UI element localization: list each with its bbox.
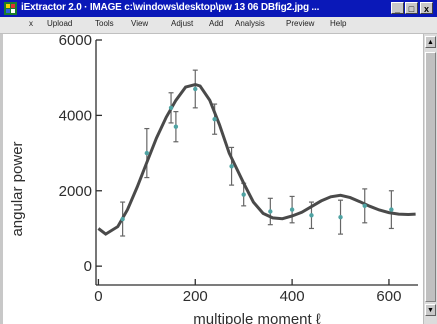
close-button[interactable]: x — [420, 2, 433, 14]
scroll-down-arrow-icon[interactable]: ▼ — [425, 304, 436, 316]
data-point — [389, 207, 394, 212]
menu-item-help[interactable]: Help — [330, 19, 347, 28]
data-point — [289, 207, 295, 212]
error-bars — [120, 69, 394, 237]
data-point — [241, 192, 246, 197]
title-bar: iExtractor 2.0 · IMAGE c:\windows\deskto… — [0, 0, 437, 17]
menu-item-preview[interactable]: Preview — [286, 19, 315, 28]
y-tick-label: 4000 — [59, 107, 92, 124]
scroll-thumb[interactable] — [425, 52, 436, 302]
data-points — [120, 86, 394, 222]
data-point — [362, 203, 367, 209]
y-tick-label: 6000 — [59, 34, 92, 49]
app-icon — [4, 2, 17, 15]
data-point — [193, 86, 198, 92]
menu-item-view[interactable]: View — [131, 19, 149, 28]
maximize-button[interactable]: □ — [405, 2, 418, 14]
x-axis-title: multipole moment ℓ — [193, 311, 321, 324]
menu-bar: x Upload Tools View Adjust Add Analysis … — [0, 17, 437, 34]
vertical-scrollbar[interactable]: ▲ ▼ — [423, 34, 437, 324]
x-tick-label: 200 — [183, 288, 208, 305]
y-tick-label: 2000 — [59, 183, 92, 200]
menu-item-add[interactable]: Add — [209, 19, 224, 28]
chart-plot: 0 2000 4000 6000 0 200 400 600 multipole moment… — [9, 34, 418, 324]
menu-item-analysis[interactable]: Analysis — [235, 19, 265, 28]
scroll-up-arrow-icon[interactable]: ▲ — [425, 36, 436, 48]
menu-item-close[interactable]: x — [29, 19, 33, 28]
minimize-button[interactable]: _ — [391, 2, 404, 14]
y-axis-title: angular power — [9, 141, 26, 236]
data-point — [309, 213, 314, 218]
data-point — [212, 116, 217, 122]
axis-ticks: 0 2000 4000 6000 0 200 400 600 — [59, 34, 402, 305]
data-point — [168, 105, 174, 111]
x-tick-label: 400 — [280, 288, 305, 305]
data-point — [120, 216, 125, 222]
x-tick-label: 600 — [376, 288, 401, 305]
window-frame-left — [0, 34, 3, 324]
y-tick-label: 0 — [84, 258, 92, 275]
data-point — [338, 214, 343, 220]
data-point — [144, 150, 150, 156]
data-point — [229, 164, 234, 169]
x-tick-label: 0 — [94, 288, 102, 305]
window-title: iExtractor 2.0 · IMAGE c:\windows\deskto… — [21, 2, 320, 13]
menu-item-tools[interactable]: Tools — [95, 19, 114, 28]
data-point — [173, 124, 179, 129]
data-point — [268, 209, 273, 214]
menu-item-adjust[interactable]: Adjust — [171, 19, 194, 28]
menu-item-upload[interactable]: Upload — [47, 19, 73, 28]
power-spectrum-curve — [97, 82, 416, 236]
